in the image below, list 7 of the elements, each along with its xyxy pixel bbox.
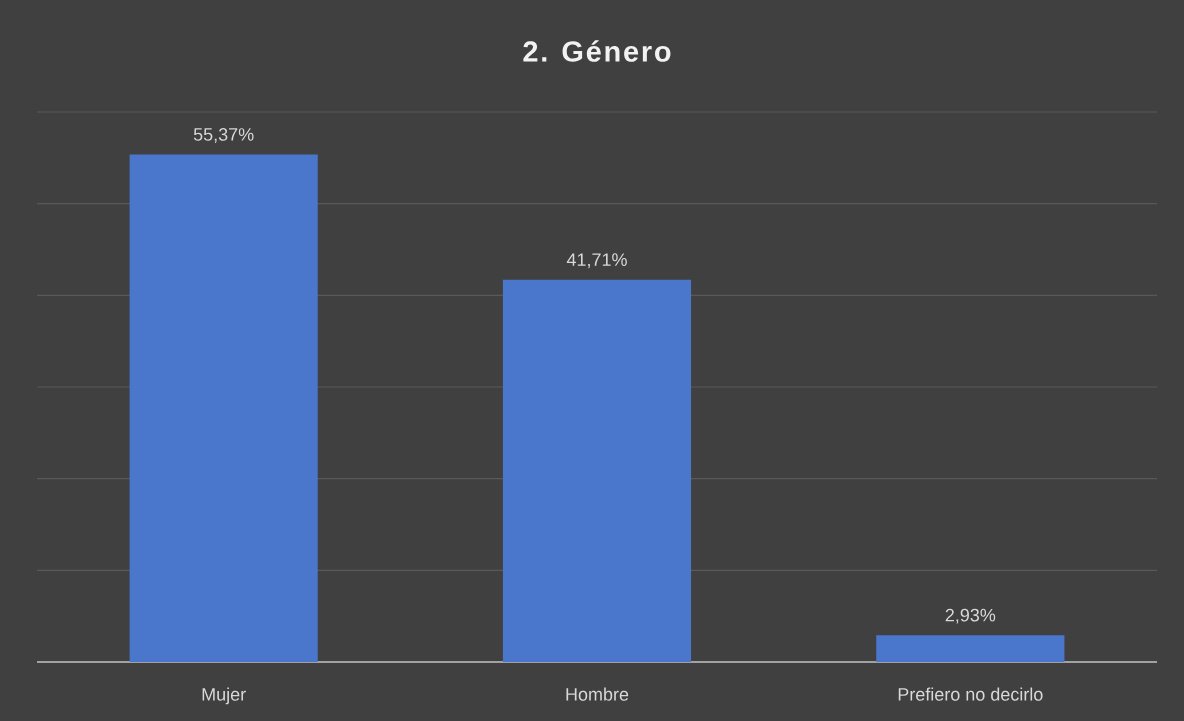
x-tick-label: Hombre [566,687,629,701]
data-label: 55,37% [193,128,254,143]
x-tick-label: Mujer [202,687,246,705]
data-label: 41,71% [566,253,627,269]
chart-title: 2. Género [523,40,671,62]
data-label: 2,93% [945,608,996,624]
x-tick-label: Prefiero no decirlo [898,687,1043,701]
